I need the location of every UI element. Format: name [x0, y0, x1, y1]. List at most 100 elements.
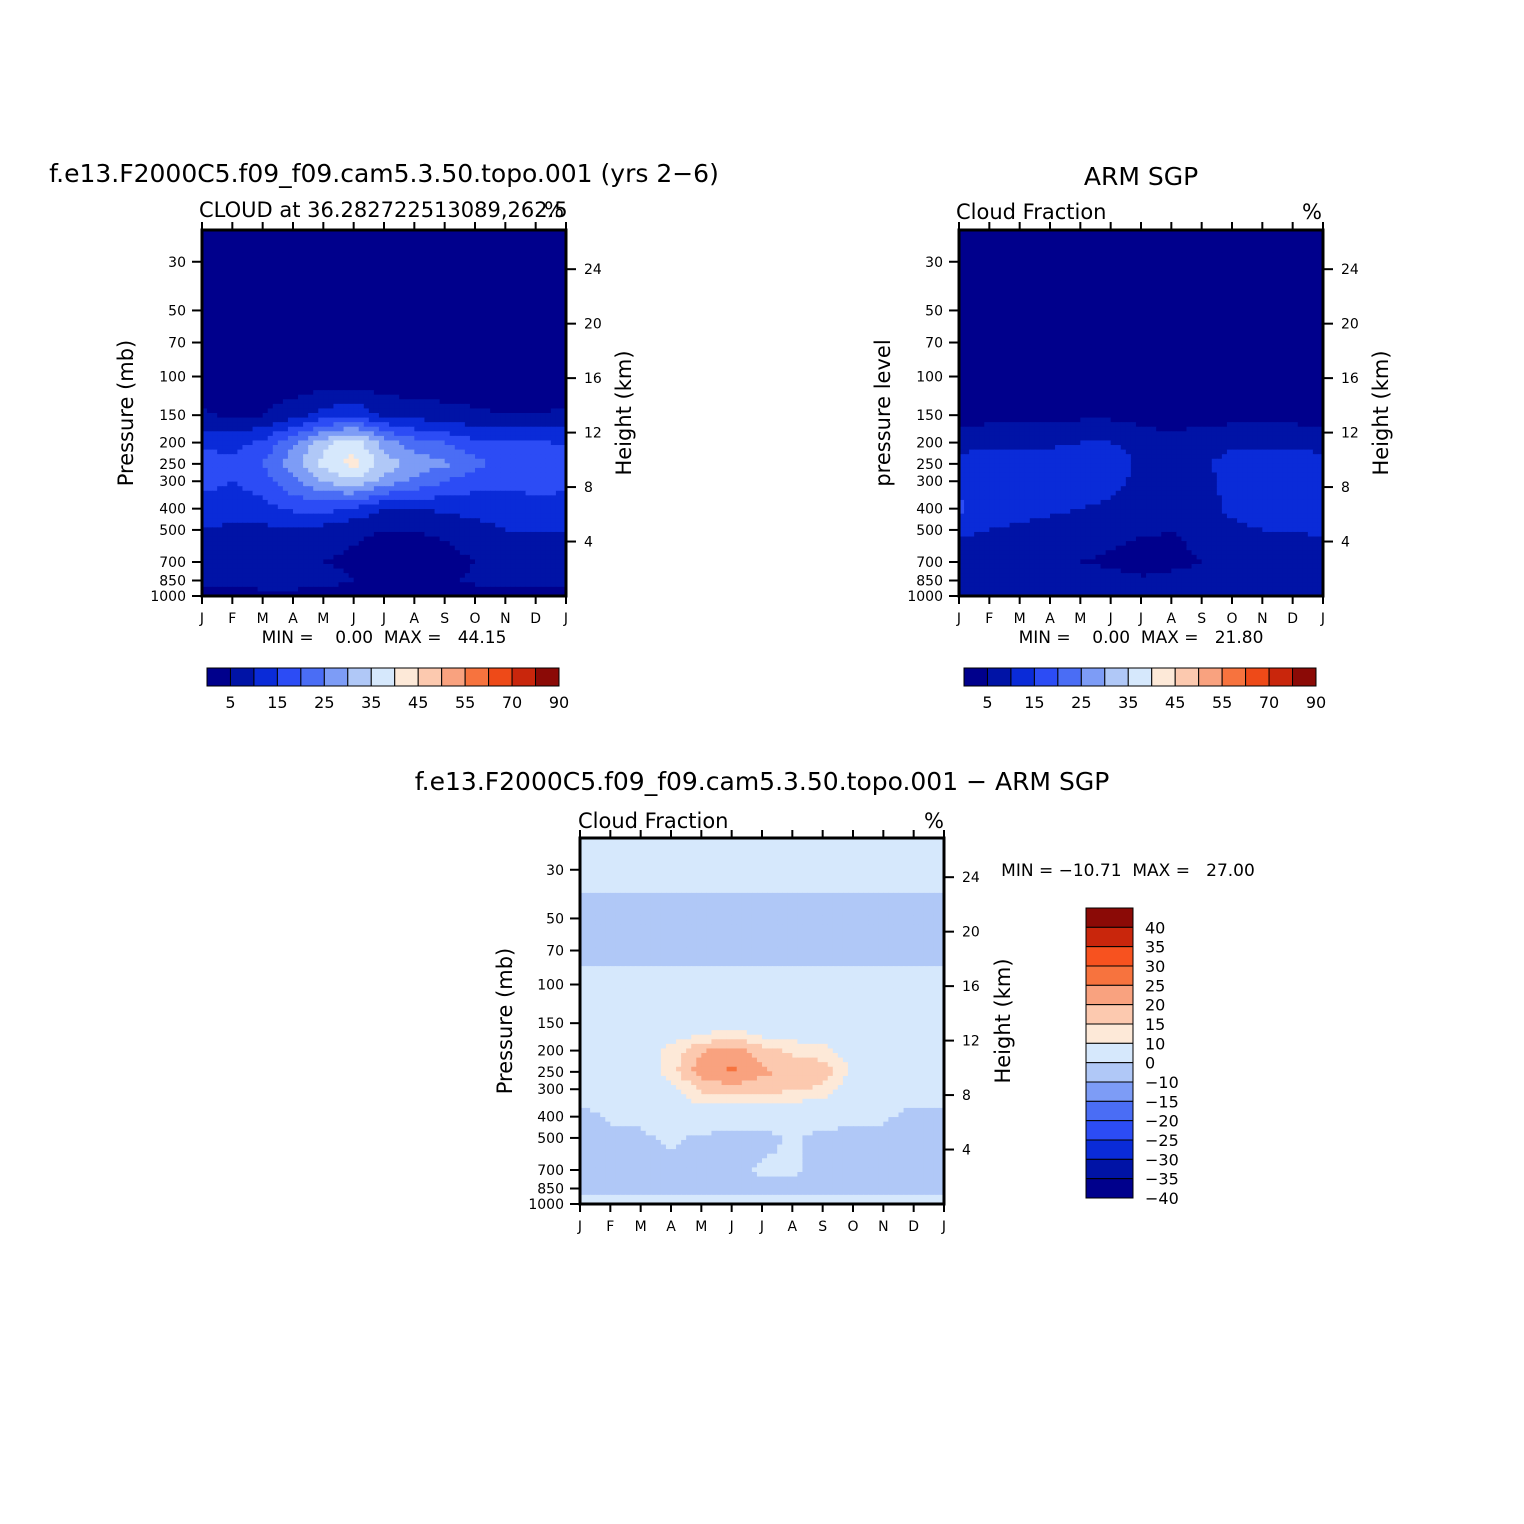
heatmap-cell — [293, 307, 299, 313]
heatmap-cell — [267, 431, 274, 437]
heatmap-cell — [485, 454, 491, 460]
heatmap-cell — [500, 266, 506, 272]
heatmap-cell — [308, 435, 314, 442]
heatmap-cell — [378, 330, 385, 336]
heatmap-cell — [480, 348, 486, 355]
heatmap-cell — [333, 371, 340, 377]
heatmap-cell — [262, 417, 269, 423]
heatmap-cell — [287, 408, 294, 414]
heatmap-cell — [343, 321, 350, 327]
heatmap-cell — [277, 367, 284, 373]
heatmap-cell — [394, 312, 400, 318]
heatmap-cell — [373, 271, 380, 277]
heatmap-cell — [439, 531, 446, 538]
heatmap-cell — [257, 504, 264, 510]
heatmap-cell — [333, 403, 340, 410]
heatmap-cell — [449, 440, 456, 446]
heatmap-cell — [282, 252, 289, 259]
heatmap-cell — [409, 467, 415, 474]
heatmap-cell — [237, 481, 244, 487]
heatmap-cell — [217, 495, 223, 501]
heatmap-cell — [520, 289, 527, 295]
heatmap-cell — [560, 431, 567, 437]
heatmap-cell — [485, 403, 491, 410]
heatmap-cell — [313, 358, 319, 364]
heatmap-cell — [414, 353, 420, 359]
heatmap-cell — [237, 239, 244, 245]
heatmap-cell — [419, 248, 426, 254]
heatmap-cell — [323, 303, 329, 309]
heatmap-cell — [257, 536, 264, 542]
heatmap-cell — [282, 284, 289, 291]
heatmap-cell — [202, 257, 208, 263]
heatmap-cell — [464, 504, 471, 510]
heatmap-cell — [232, 513, 238, 519]
heatmap-cell — [338, 303, 345, 309]
heatmap-cell — [429, 271, 436, 277]
heatmap-cell — [262, 440, 269, 446]
heatmap-cell — [495, 458, 501, 464]
heatmap-cell — [444, 486, 451, 492]
heatmap-cell — [252, 335, 259, 341]
heatmap-cell — [414, 316, 420, 323]
heatmap-cell — [368, 330, 375, 336]
heatmap-cell — [424, 371, 431, 377]
heatmap-cell — [464, 445, 471, 451]
heatmap-cell — [272, 316, 279, 323]
heatmap-cell — [404, 495, 410, 501]
heatmap-cell — [560, 312, 567, 318]
heatmap-cell — [257, 339, 264, 345]
heatmap-cell — [449, 394, 456, 400]
heatmap-cell — [222, 403, 228, 410]
heatmap-cell — [293, 458, 299, 464]
heatmap-cell — [353, 362, 360, 368]
heatmap-cell — [469, 481, 476, 487]
heatmap-cell — [262, 445, 269, 451]
heatmap-cell — [409, 417, 415, 423]
heatmap-cell — [459, 326, 466, 332]
heatmap-cell — [469, 362, 476, 368]
heatmap-cell — [252, 298, 259, 304]
heatmap-cell — [490, 522, 496, 528]
heatmap-cell — [313, 499, 319, 506]
heatmap-cell — [495, 454, 501, 460]
heatmap-cell — [252, 440, 259, 446]
heatmap-cell — [267, 536, 274, 542]
heatmap-cell — [555, 522, 562, 528]
heatmap-cell — [464, 463, 471, 469]
heatmap-cell — [353, 445, 360, 451]
heatmap-cell — [277, 440, 284, 446]
heatmap-cell — [368, 518, 375, 524]
heatmap-cell — [525, 467, 532, 474]
heatmap-cell — [419, 390, 426, 396]
heatmap-cell — [277, 408, 284, 414]
heatmap-cell — [348, 234, 355, 240]
heatmap-cell — [464, 486, 471, 492]
heatmap-cell — [454, 454, 461, 460]
heatmap-cell — [247, 367, 254, 373]
heatmap-cell — [449, 390, 456, 396]
heatmap-cell — [409, 440, 415, 446]
heatmap-cell — [520, 367, 527, 373]
heatmap-cell — [439, 371, 446, 377]
heatmap-cell — [262, 458, 269, 464]
heatmap-cell — [545, 403, 552, 410]
heatmap-cell — [202, 486, 208, 492]
heatmap-cell — [389, 394, 395, 400]
heatmap-cell — [550, 348, 557, 355]
heatmap-cell — [222, 509, 228, 515]
heatmap-cell — [545, 344, 552, 350]
heatmap-cell — [378, 234, 385, 240]
heatmap-cell — [257, 330, 264, 336]
heatmap-cell — [459, 481, 466, 487]
heatmap-cell — [247, 239, 254, 245]
heatmap-cell — [389, 454, 395, 460]
heatmap-cell — [303, 307, 309, 313]
heatmap-cell — [333, 527, 340, 533]
heatmap-cell — [459, 426, 466, 432]
heatmap-cell — [449, 431, 456, 437]
heatmap-cell — [394, 348, 400, 355]
heatmap-cell — [480, 271, 486, 277]
heatmap-cell — [485, 326, 491, 332]
heatmap-cell — [540, 289, 547, 295]
